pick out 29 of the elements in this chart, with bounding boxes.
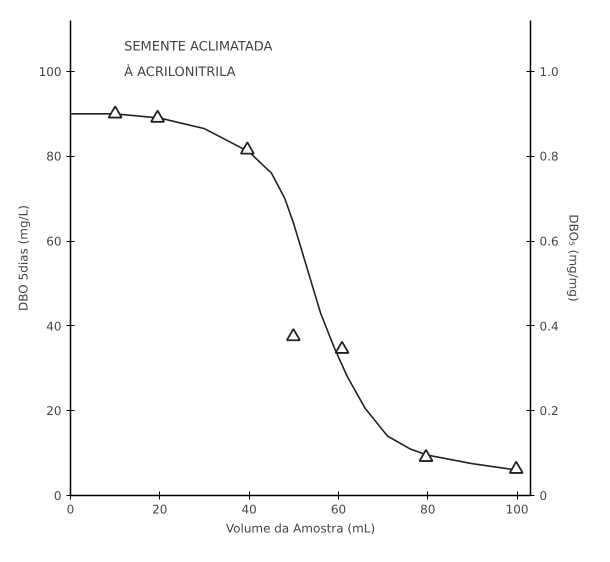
y-tick-label: 80 — [46, 150, 62, 164]
y2-tick-label: 0 — [540, 489, 548, 503]
y2-tick-label: 0.2 — [540, 404, 559, 418]
y-tick-label: 20 — [46, 404, 62, 418]
point — [108, 105, 123, 118]
point — [150, 110, 165, 123]
y-tick-label: 40 — [46, 319, 62, 334]
text: SEMENTE ACLIMATADA À ACRILONITRILA — [124, 39, 273, 80]
point — [334, 340, 350, 354]
y-tick-label: 60 — [46, 234, 62, 249]
y2-tick-label: 1.0 — [540, 64, 559, 79]
y2-tick-label: 0.6 — [540, 234, 559, 249]
point — [286, 328, 301, 342]
y-tick-label: 100 — [38, 64, 62, 79]
x-tick-label: 60 — [330, 502, 346, 516]
x-tick-label: 80 — [420, 502, 436, 516]
x-axis-title: Volume da Amostra (mL) — [226, 522, 376, 536]
point — [418, 448, 434, 462]
y2-axis-title: DBO₅ (mg/mg) — [566, 214, 581, 302]
point — [240, 141, 255, 155]
y2-tick-label: 0.8 — [540, 150, 559, 164]
x-tick-label: 100 — [506, 502, 529, 516]
y-tick-label: 0 — [54, 489, 62, 503]
y-axis-title: DBO 5dias (mg/L) — [16, 205, 31, 311]
x-tick-label: 0 — [66, 502, 74, 516]
point — [508, 460, 524, 474]
x-tick-label: 40 — [242, 502, 257, 516]
x-tick-label: 20 — [152, 502, 168, 516]
y2-tick-label: 0.4 — [540, 319, 559, 334]
